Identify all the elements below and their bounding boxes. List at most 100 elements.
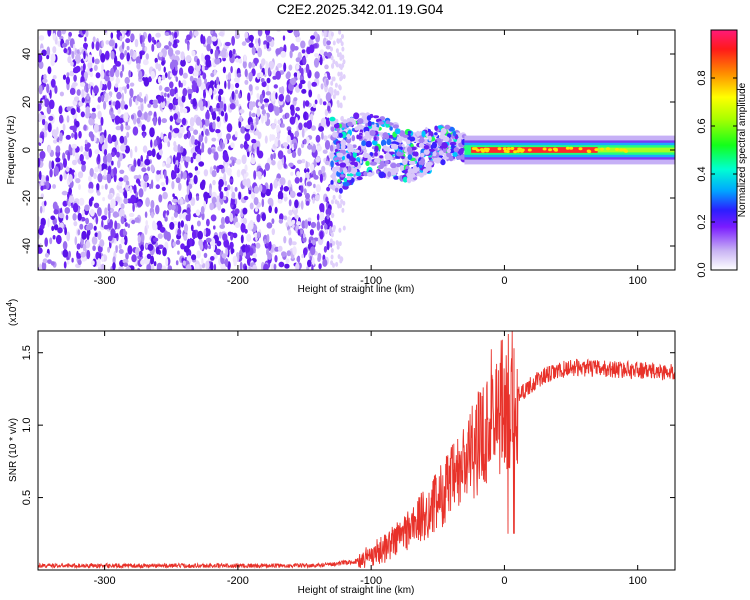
noise-blob — [171, 180, 175, 190]
noise-blob — [94, 232, 99, 237]
noise-blob — [286, 250, 291, 257]
noise-blob — [152, 99, 159, 105]
signal-blob — [443, 136, 450, 142]
noise-blob — [254, 58, 258, 67]
carrier-hotspot — [502, 147, 507, 151]
noise-blob — [181, 95, 186, 103]
noise-blob — [257, 30, 263, 37]
noise-blob — [303, 188, 307, 196]
signal-blob — [401, 143, 405, 148]
noise-blob — [74, 236, 78, 246]
noise-blob — [41, 261, 47, 270]
noise-blob — [299, 176, 303, 183]
noise-blob — [309, 236, 314, 241]
noise-blob — [46, 83, 50, 94]
noise-blob — [224, 112, 228, 122]
noise-blob — [332, 225, 336, 231]
noise-blob — [126, 83, 130, 90]
noise-blob — [97, 191, 101, 196]
noise-blob — [194, 139, 199, 146]
noise-blob — [93, 172, 97, 180]
noise-blob — [91, 41, 95, 50]
noise-blob — [306, 46, 312, 55]
noise-blob — [138, 70, 143, 80]
signal-blob — [440, 159, 446, 166]
noise-blob — [139, 92, 142, 97]
noise-blob — [169, 81, 174, 89]
noise-blob — [166, 96, 172, 102]
signal-blob — [407, 154, 413, 161]
noise-blob — [297, 70, 300, 80]
noise-blob — [83, 42, 88, 49]
noise-blob — [212, 241, 216, 251]
x-tick-label: -100 — [360, 275, 382, 287]
noise-blob — [186, 185, 190, 196]
signal-blob — [357, 135, 363, 140]
noise-blob — [174, 86, 178, 95]
noise-blob — [302, 100, 306, 109]
colorbar-label: Normalized spectral amplitude — [737, 82, 748, 217]
noise-blob — [137, 110, 143, 118]
noise-blob — [163, 170, 167, 179]
noise-blob — [66, 115, 70, 123]
noise-blob — [283, 186, 290, 192]
noise-blob — [62, 200, 68, 207]
noise-blob — [240, 218, 244, 223]
noise-blob — [261, 114, 264, 124]
noise-blob — [52, 75, 57, 80]
noise-blob — [182, 79, 187, 87]
noise-blob — [120, 99, 126, 110]
noise-blob — [38, 216, 41, 226]
noise-blob — [114, 212, 120, 218]
noise-blob — [329, 225, 333, 235]
noise-blob — [217, 88, 224, 96]
noise-blob — [84, 204, 90, 212]
noise-blob — [53, 209, 59, 215]
noise-blob — [118, 208, 125, 219]
noise-blob — [235, 82, 240, 89]
noise-blob — [164, 72, 168, 79]
noise-blob — [146, 253, 152, 259]
noise-blob — [241, 154, 247, 165]
signal-blob — [364, 130, 370, 136]
noise-blob — [53, 224, 59, 231]
noise-blob — [143, 111, 148, 121]
noise-blob — [256, 72, 260, 80]
noise-blob — [251, 138, 257, 144]
noise-blob — [77, 212, 82, 221]
noise-blob — [244, 79, 249, 85]
noise-blob — [72, 202, 79, 213]
noise-blob — [88, 117, 95, 126]
signal-blob — [352, 120, 357, 125]
noise-blob — [224, 163, 228, 173]
noise-blob — [145, 220, 148, 226]
noise-blob — [110, 50, 115, 60]
noise-blob — [111, 160, 114, 166]
x-tick-label: 100 — [629, 275, 647, 287]
noise-blob — [147, 243, 154, 251]
noise-blob — [61, 30, 67, 35]
noise-blob — [211, 170, 217, 178]
noise-blob — [167, 47, 174, 57]
signal-blob — [440, 130, 445, 137]
noise-blob — [223, 172, 227, 182]
noise-blob — [276, 30, 282, 33]
signal-blob — [417, 131, 422, 136]
noise-blob — [293, 142, 297, 149]
noise-blob — [166, 210, 170, 216]
noise-blob — [201, 258, 204, 265]
noise-blob — [271, 218, 275, 225]
signal-blob — [343, 167, 348, 175]
noise-blob — [193, 30, 199, 37]
noise-blob — [283, 163, 287, 169]
signal-blob — [423, 145, 430, 150]
noise-blob — [92, 56, 95, 64]
noise-blob — [87, 54, 93, 63]
signal-blob — [392, 124, 399, 129]
noise-blob — [245, 124, 252, 130]
noise-blob — [137, 174, 142, 180]
noise-blob — [331, 63, 335, 69]
noise-blob — [150, 139, 153, 148]
noise-blob — [305, 160, 308, 170]
noise-blob — [263, 44, 267, 50]
